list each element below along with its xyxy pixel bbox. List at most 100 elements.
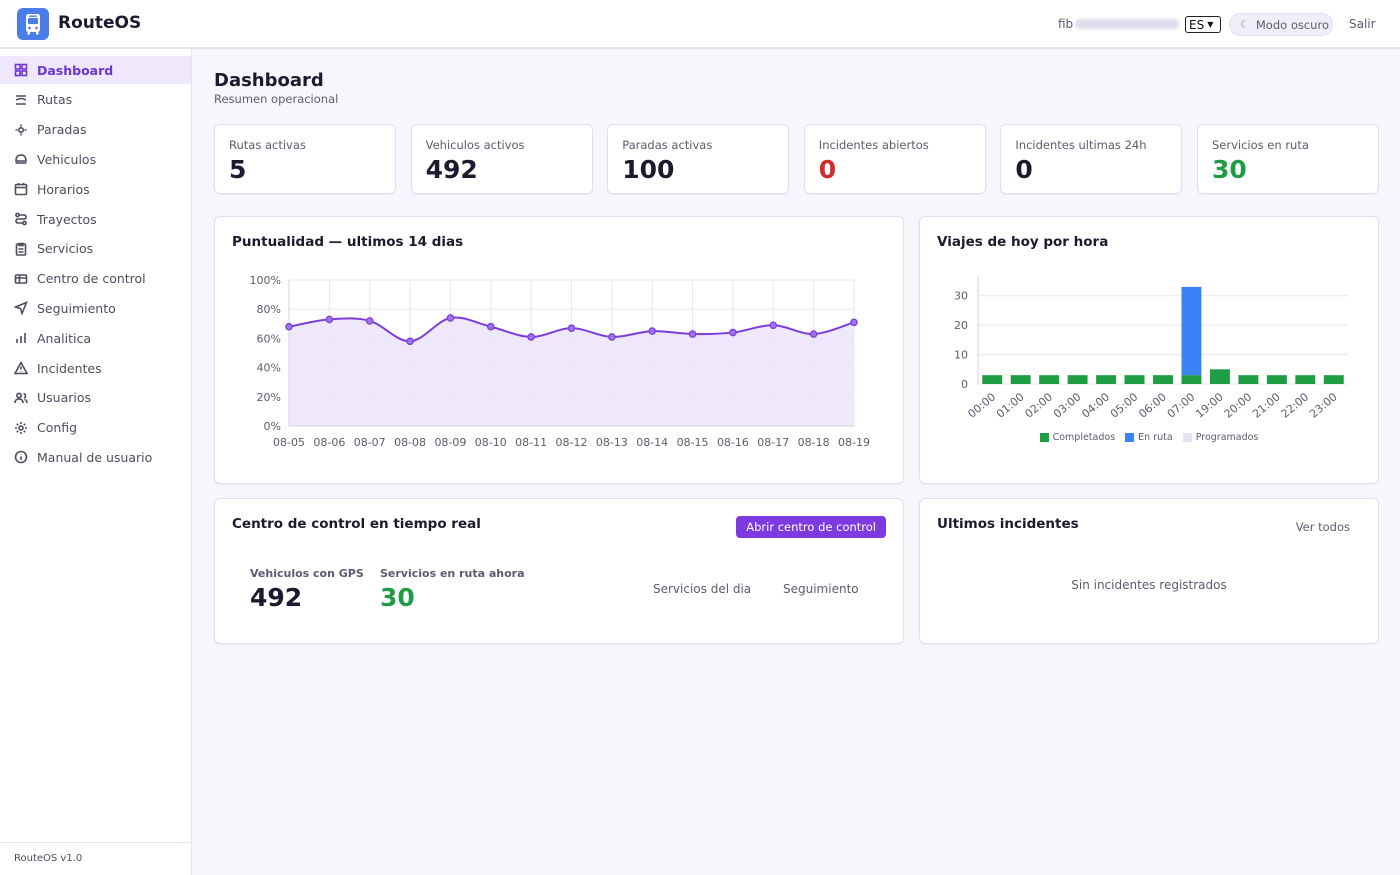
bar-completados[interactable]	[1153, 375, 1173, 384]
punctuality-point[interactable]	[446, 314, 455, 322]
sidebar-item-analitica[interactable]: Analitica	[0, 324, 191, 352]
legend-label: Programados	[1195, 432, 1259, 443]
x-tick-label: 02:00	[1022, 390, 1055, 420]
daily-services-link[interactable]: Servicios del dia	[653, 582, 752, 596]
x-tick-label: 08-09	[434, 436, 466, 449]
page-subtitle: Resumen operacional	[214, 92, 339, 106]
legend-item-completados[interactable]: Completados	[1039, 432, 1115, 443]
punctuality-point[interactable]	[769, 321, 778, 330]
kpi-value: 30	[1212, 155, 1247, 184]
punctuality-point[interactable]	[648, 327, 657, 335]
punctuality-point[interactable]	[285, 322, 293, 331]
x-tick-label: 19:00	[1193, 390, 1226, 420]
x-tick-label: 08-06	[313, 436, 345, 449]
bar-completados[interactable]	[1238, 375, 1259, 384]
bar-completados[interactable]	[1010, 375, 1031, 384]
punctuality-point[interactable]	[688, 330, 697, 338]
sidebar-item-label: Dashboard	[37, 62, 114, 78]
services-on-route-value: 30	[380, 583, 415, 612]
tracking-link[interactable]: Seguimiento	[783, 582, 859, 596]
legend-item-programados[interactable]: Programados	[1182, 432, 1259, 443]
kpi-card-paradas-activas: Paradas activas 100	[607, 124, 790, 194]
bar-en-ruta[interactable]	[1181, 286, 1202, 376]
sidebar-item-label: Centro de control	[37, 271, 146, 287]
grid-icon	[14, 63, 28, 77]
kpi-value: 100	[622, 155, 675, 184]
moon-icon: ☾	[1240, 18, 1250, 31]
x-tick-label: 05:00	[1108, 390, 1141, 420]
sidebar-item-centro-de-control[interactable]: Centro de control	[0, 265, 191, 293]
bar-completados[interactable]	[1209, 369, 1230, 384]
x-tick-label: 07:00	[1165, 390, 1198, 420]
logout-button[interactable]: Salir	[1349, 17, 1376, 31]
x-tick-label: 03:00	[1051, 390, 1084, 420]
kpi-card-incidentes-ultimas-24h: Incidentes ultimas 24h 0	[1000, 124, 1183, 194]
open-control-center-button[interactable]: Abrir centro de control	[736, 516, 886, 538]
punctuality-point[interactable]	[527, 333, 535, 341]
punctuality-point[interactable]	[729, 328, 737, 337]
bar-completados[interactable]	[1323, 375, 1344, 384]
sidebar: RouteOS v1.0 Dashboard Rutas Paradas Vehicu…	[0, 49, 192, 875]
bar-completados[interactable]	[1124, 375, 1145, 384]
sidebar-item-config[interactable]: Config	[0, 414, 191, 442]
kpi-label: Rutas activas	[229, 138, 306, 152]
x-tick-label: 21:00	[1250, 390, 1283, 420]
navigation-icon	[14, 301, 28, 316]
sidebar-item-dashboard[interactable]: Dashboard	[0, 56, 191, 84]
punctuality-point[interactable]	[406, 337, 414, 346]
incidents-card: Ultimos incidentes Ver todos Sin inciden…	[919, 498, 1379, 644]
x-tick-label: 00:00	[966, 390, 999, 420]
punctuality-point[interactable]	[608, 333, 616, 341]
x-tick-label: 08-10	[475, 436, 507, 449]
punctuality-point[interactable]	[567, 324, 576, 332]
sidebar-item-rutas[interactable]: Rutas	[0, 86, 191, 114]
warning-icon	[14, 361, 28, 375]
x-tick-label: 08-18	[798, 436, 830, 449]
user-email: fib	[1058, 17, 1180, 31]
incidents-title: Ultimos incidentes	[937, 516, 1079, 532]
x-tick-label: 08-12	[556, 436, 588, 449]
vehicle-icon	[14, 152, 28, 166]
sidebar-item-incidentes[interactable]: Incidentes	[0, 354, 191, 382]
sidebar-item-horarios[interactable]: Horarios	[0, 175, 191, 203]
kpi-label: Incidentes abiertos	[818, 138, 929, 152]
legend-swatch	[1182, 433, 1192, 442]
gear-icon	[14, 421, 28, 435]
sidebar-item-paradas[interactable]: Paradas	[0, 116, 191, 144]
bar-completados[interactable]	[1266, 375, 1287, 384]
bar-completados[interactable]	[1096, 375, 1117, 384]
punctuality-point[interactable]	[365, 317, 374, 325]
sidebar-item-label: Usuarios	[37, 390, 92, 406]
page-title: Dashboard	[214, 70, 324, 91]
y-tick-label: 40%	[257, 362, 281, 375]
sidebar-item-servicios[interactable]: Servicios	[0, 235, 191, 263]
kpi-value: 0	[818, 155, 837, 184]
language-select[interactable]: ES ▼	[1185, 16, 1221, 33]
bar-completados[interactable]	[982, 375, 1003, 384]
sidebar-item-trayectos[interactable]: Trayectos	[0, 205, 191, 233]
sidebar-item-manual-de-usuario[interactable]: Manual de usuario	[0, 443, 191, 471]
gps-vehicles-value: 492	[250, 583, 303, 612]
incidents-empty-state: Sin incidentes registrados	[1071, 578, 1227, 592]
app-title: RouteOS	[58, 13, 142, 33]
x-tick-label: 08-14	[636, 436, 668, 449]
kpi-card-rutas-activas: Rutas activas 5	[214, 124, 396, 194]
control-card: Centro de control en tiempo real Abrir c…	[214, 498, 904, 644]
bar-completados[interactable]	[1067, 375, 1088, 384]
sidebar-item-seguimiento[interactable]: Seguimiento	[0, 294, 191, 322]
language-value: ES	[1189, 17, 1205, 32]
kpi-label: Servicios en ruta	[1212, 138, 1309, 152]
dark-mode-toggle[interactable]: ☾ Modo oscuro	[1229, 13, 1333, 36]
bar-completados[interactable]	[1039, 375, 1060, 384]
punctuality-point[interactable]	[486, 322, 495, 331]
legend-item-en-ruta[interactable]: En ruta	[1125, 432, 1173, 443]
bar-completados[interactable]	[1181, 375, 1202, 384]
punctuality-point[interactable]	[325, 315, 334, 324]
punctuality-point[interactable]	[809, 330, 818, 338]
punctuality-point[interactable]	[850, 318, 858, 327]
sidebar-item-vehiculos[interactable]: Vehiculos	[0, 145, 191, 173]
view-all-incidents-link[interactable]: Ver todos	[1295, 520, 1350, 534]
bar-completados[interactable]	[1295, 375, 1316, 384]
bus-logo-icon[interactable]	[17, 8, 49, 40]
sidebar-item-usuarios[interactable]: Usuarios	[0, 384, 191, 412]
